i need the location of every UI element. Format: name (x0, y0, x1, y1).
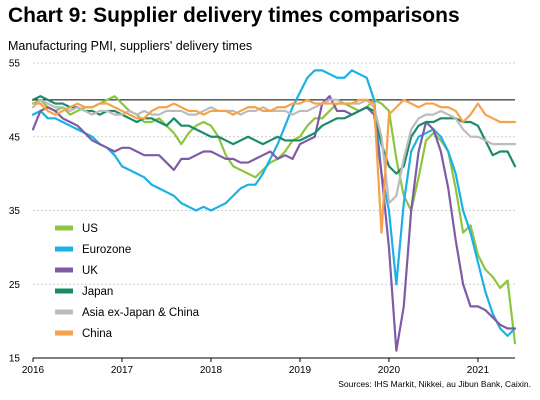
y-tick-label: 25 (9, 280, 21, 291)
chart-legend: US Eurozone UK Japan Asia ex-Japan & China Ch… (55, 223, 200, 340)
legend-label: UK (82, 265, 98, 277)
x-tick-label: 2017 (111, 365, 134, 376)
x-tick-label: 2019 (289, 365, 312, 376)
series-line-6 (31, 98, 517, 234)
chart-axes: 15 25 35 45 55 2016 2017 2018 2019 2020 2021 (9, 59, 515, 376)
x-tick-label: 2021 (467, 365, 490, 376)
chart-title: Chart 9: Supplier delivery times compari… (8, 4, 460, 27)
y-tick-label: 55 (9, 59, 21, 70)
legend-label: Asia ex-Japan & China (82, 307, 200, 319)
series-line-4 (31, 95, 517, 175)
series-line-3 (31, 95, 517, 352)
y-tick-label: 35 (9, 206, 21, 217)
legend-label: US (82, 223, 98, 235)
legend-label: Japan (82, 286, 113, 298)
series-lines (31, 69, 517, 352)
legend-label: China (82, 328, 113, 340)
x-tick-label: 2018 (200, 365, 223, 376)
y-tick-label: 15 (9, 354, 21, 365)
x-tick-label: 2020 (378, 365, 401, 376)
x-tick-label: 2016 (22, 365, 45, 376)
legend-label: Eurozone (82, 244, 131, 256)
y-tick-label: 45 (9, 132, 21, 143)
chart-subtitle: Manufacturing PMI, suppliers' delivery t… (8, 39, 253, 53)
chart-source: Sources: IHS Markit, Nikkei, au Jibun Ba… (338, 379, 531, 389)
series-line-5 (31, 98, 517, 205)
